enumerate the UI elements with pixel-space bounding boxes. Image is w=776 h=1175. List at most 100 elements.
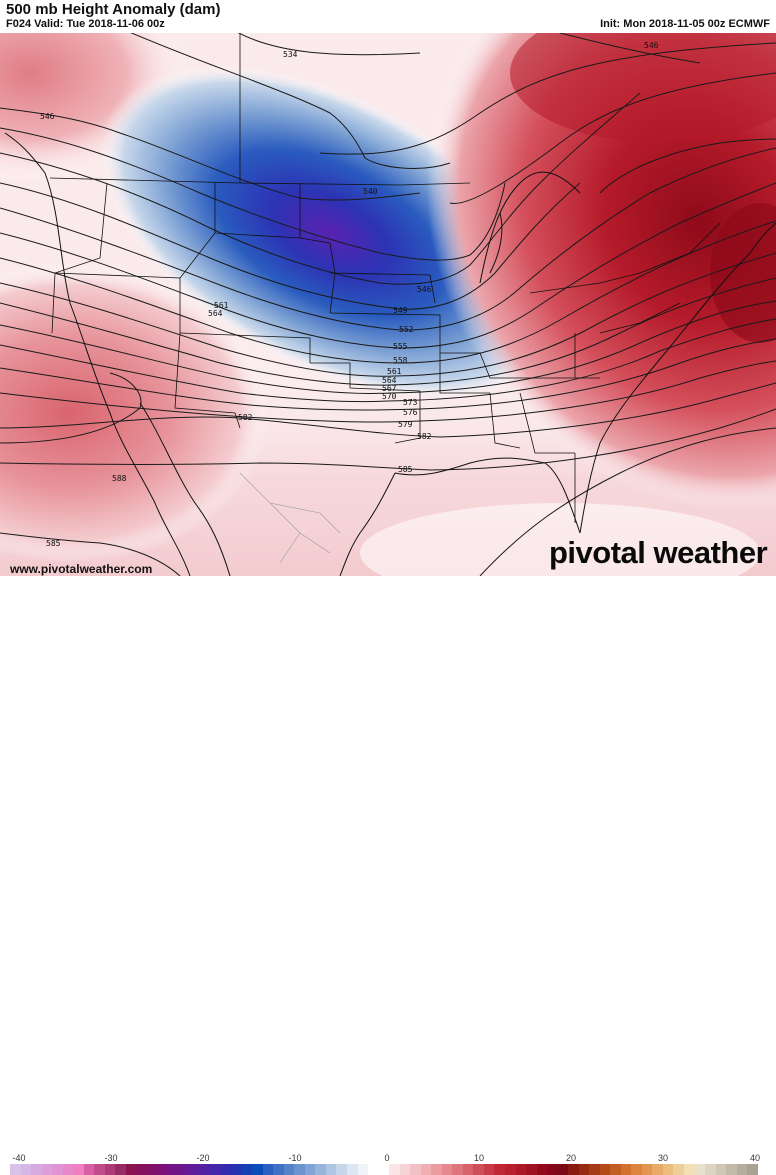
colorbar-swatch bbox=[325, 1164, 337, 1175]
colorbar-swatch bbox=[652, 1164, 663, 1175]
contour-label: 573 bbox=[403, 398, 418, 407]
western-ridge bbox=[0, 263, 270, 563]
brand-logo: pivotal weather bbox=[549, 535, 768, 570]
colorbar-swatch bbox=[483, 1164, 495, 1175]
colorbar-tick: -40 bbox=[12, 1153, 26, 1163]
contour-label: 570 bbox=[382, 392, 397, 401]
colorbar-swatch bbox=[357, 1164, 369, 1175]
colorbar-swatch bbox=[104, 1164, 116, 1175]
contour-label: 558 bbox=[393, 356, 408, 365]
colorbar-swatch bbox=[52, 1164, 63, 1175]
colorbar-swatch bbox=[167, 1164, 179, 1175]
colorbar-swatch bbox=[220, 1164, 232, 1175]
colorbar-swatch bbox=[10, 1164, 21, 1175]
colorbar-swatch bbox=[684, 1164, 695, 1175]
colorbar-swatch bbox=[620, 1164, 632, 1175]
colorbar-swatch bbox=[705, 1164, 716, 1175]
colorbar-ticks: -40 -30 -20 -10 0 10 20 30 40 bbox=[0, 1153, 776, 1163]
colorbar-swatch bbox=[673, 1164, 684, 1175]
colorbar-swatch bbox=[62, 1164, 74, 1175]
weather-map: 534 546 546 540 546 549 552 555 558 561 … bbox=[0, 33, 776, 576]
colorbar-swatch bbox=[410, 1164, 421, 1175]
colorbar-swatch bbox=[94, 1164, 105, 1175]
colorbar-tick: 20 bbox=[565, 1153, 577, 1163]
colorbar-swatch bbox=[241, 1164, 253, 1175]
colorbar-swatch bbox=[441, 1164, 453, 1175]
contour-label: 552 bbox=[399, 325, 414, 334]
colorbar: -40 -30 -20 -10 0 10 20 30 40 bbox=[0, 576, 776, 1175]
colorbar-swatch bbox=[315, 1164, 326, 1175]
contour-label: 549 bbox=[393, 306, 408, 315]
colorbar-swatch bbox=[125, 1164, 137, 1175]
colorbar-tick: 30 bbox=[657, 1153, 669, 1163]
colorbar-swatch bbox=[641, 1164, 653, 1175]
init-time: Init: Mon 2018-11-05 00z ECMWF bbox=[600, 18, 770, 30]
colorbar-swatch bbox=[504, 1164, 516, 1175]
colorbar-swatch bbox=[210, 1164, 221, 1175]
contour-label: 588 bbox=[112, 474, 127, 483]
contour-label: 585 bbox=[46, 539, 61, 548]
colorbar-tick: 10 bbox=[473, 1153, 485, 1163]
colorbar-swatch bbox=[178, 1164, 190, 1175]
contour-label: 555 bbox=[393, 342, 408, 351]
colorbar-tick: 40 bbox=[749, 1153, 761, 1163]
contour-label: 546 bbox=[40, 112, 55, 121]
contour-label: 582 bbox=[417, 432, 432, 441]
colorbar-swatch bbox=[262, 1164, 274, 1175]
colorbar-swatch bbox=[526, 1164, 537, 1175]
colorbar-swatch bbox=[515, 1164, 527, 1175]
colorbar-swatch bbox=[189, 1164, 200, 1175]
contour-labels: 534 546 546 540 546 549 552 555 558 561 … bbox=[40, 41, 659, 548]
contour-label: 564 bbox=[208, 309, 223, 318]
contour-label: 564 bbox=[382, 376, 397, 385]
contour-label: 534 bbox=[283, 50, 298, 59]
colorbar-swatch bbox=[199, 1164, 211, 1175]
colorbar-swatch bbox=[610, 1164, 621, 1175]
height-contours bbox=[0, 33, 776, 576]
contour-label: 585 bbox=[398, 465, 413, 474]
colorbar-swatches bbox=[10, 1164, 758, 1175]
colorbar-swatch bbox=[146, 1164, 158, 1175]
colorbar-swatch bbox=[73, 1164, 84, 1175]
colorbar-swatch bbox=[589, 1164, 600, 1175]
colorbar-swatch bbox=[231, 1164, 242, 1175]
coastlines bbox=[4, 132, 776, 576]
colorbar-swatch bbox=[294, 1164, 305, 1175]
contour-label: 579 bbox=[398, 420, 413, 429]
colorbar-swatch bbox=[136, 1164, 147, 1175]
colorbar-swatch bbox=[378, 1164, 390, 1175]
state-boundaries bbox=[49, 33, 721, 523]
chart-header: 500 mb Height Anomaly (dam) F024 Valid: … bbox=[0, 0, 776, 33]
colorbar-swatch bbox=[462, 1164, 474, 1175]
colorbar-swatch bbox=[31, 1164, 42, 1175]
valid-time: F024 Valid: Tue 2018-11-06 00z bbox=[6, 18, 165, 30]
colorbar-tick: -20 bbox=[196, 1153, 210, 1163]
colorbar-swatch bbox=[283, 1164, 295, 1175]
colorbar-swatch bbox=[304, 1164, 316, 1175]
colorbar-swatch bbox=[420, 1164, 432, 1175]
contour-label: 546 bbox=[417, 285, 432, 294]
colorbar-swatch bbox=[336, 1164, 347, 1175]
mexico-boundaries bbox=[239, 472, 341, 564]
colorbar-swatch bbox=[736, 1164, 748, 1175]
colorbar-swatch bbox=[694, 1164, 706, 1175]
contour-label: 561 bbox=[214, 301, 229, 310]
contour-label: 546 bbox=[644, 41, 659, 50]
colorbar-swatch bbox=[662, 1164, 674, 1175]
colorbar-swatch bbox=[715, 1164, 727, 1175]
colorbar-swatch bbox=[273, 1164, 284, 1175]
colorbar-swatch bbox=[494, 1164, 505, 1175]
colorbar-swatch bbox=[726, 1164, 737, 1175]
colorbar-swatch bbox=[473, 1164, 484, 1175]
colorbar-swatch bbox=[747, 1164, 758, 1175]
colorbar-tick: 0 bbox=[384, 1153, 390, 1163]
contour-label: 567 bbox=[382, 384, 397, 393]
contour-label: 561 bbox=[387, 367, 402, 376]
colorbar-swatch bbox=[347, 1164, 358, 1175]
colorbar-tick: -30 bbox=[104, 1153, 118, 1163]
colorbar-tick: -10 bbox=[288, 1153, 302, 1163]
colorbar-swatch bbox=[157, 1164, 168, 1175]
map-title: 500 mb Height Anomaly (dam) bbox=[6, 1, 221, 18]
colorbar-swatch bbox=[83, 1164, 95, 1175]
colorbar-swatch bbox=[599, 1164, 611, 1175]
